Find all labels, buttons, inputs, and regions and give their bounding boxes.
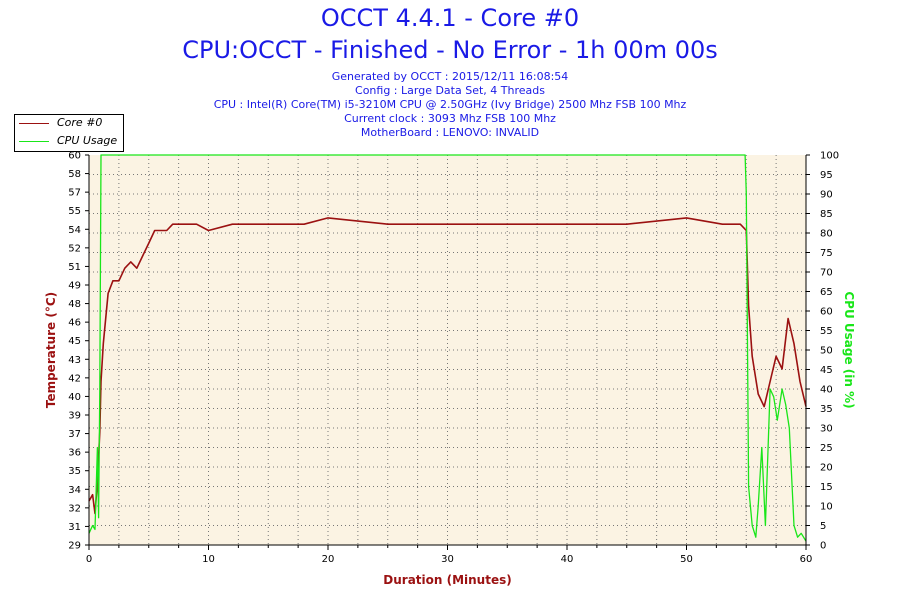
- y-tick-label: 46: [68, 318, 81, 329]
- x-tick-label: 50: [680, 554, 693, 565]
- y-tick-label: 55: [68, 206, 81, 217]
- y-tick-label: 36: [68, 448, 81, 459]
- y-tick-label: 29: [68, 541, 81, 552]
- y2-tick-label: 55: [820, 326, 833, 337]
- x-tick-label: 10: [202, 554, 215, 565]
- x-tick-label: 30: [441, 554, 454, 565]
- y-tick-label: 60: [68, 151, 81, 162]
- legend-swatch-cpu-usage: [19, 141, 49, 142]
- y2-tick-label: 100: [820, 151, 839, 162]
- info-generated: Generated by OCCT : 2015/12/11 16:08:54: [331, 70, 569, 83]
- y-tick-label: 57: [68, 188, 81, 199]
- y2-tick-label: 85: [820, 209, 833, 220]
- y2-tick-label: 0: [820, 541, 826, 552]
- y2-tick-label: 30: [820, 424, 833, 435]
- legend-label-core0: Core #0: [57, 116, 103, 129]
- info-config: Config : Large Data Set, 4 Threads: [355, 84, 545, 97]
- y-tick-label: 49: [68, 281, 81, 292]
- y2-tick-label: 25: [820, 443, 833, 454]
- info-cpu: CPU : Intel(R) Core(TM) i5-3210M CPU @ 2…: [213, 98, 687, 111]
- y2-tick-label: 60: [820, 307, 833, 318]
- info-motherboard: MotherBoard : LENOVO: INVALID: [360, 126, 540, 139]
- y2-tick-label: 45: [820, 365, 833, 376]
- legend: Core #0 CPU Usage: [14, 114, 124, 152]
- y-tick-label: 31: [68, 522, 81, 533]
- x-tick-label: 0: [86, 554, 92, 565]
- y-tick-label: 58: [68, 169, 81, 180]
- y2-tick-label: 80: [820, 229, 833, 240]
- x-tick-label: 60: [800, 554, 813, 565]
- y2-tick-label: 65: [820, 287, 833, 298]
- y2-axis-label: CPU Usage (in %): [842, 291, 856, 408]
- info-clock: Current clock : 3093 Mhz FSB 100 Mhz: [344, 112, 556, 125]
- y2-tick-label: 35: [820, 404, 833, 415]
- y-tick-label: 54: [68, 225, 81, 236]
- plot-area: [89, 155, 806, 545]
- series-line-cpu-usage: [88, 154, 807, 542]
- legend-label-cpu-usage: CPU Usage: [57, 134, 118, 147]
- y-tick-label: 45: [68, 336, 81, 347]
- x-tick-label: 20: [322, 554, 335, 565]
- y-tick-label: 48: [68, 299, 81, 310]
- x-axis-label: Duration (Minutes): [383, 573, 511, 587]
- legend-swatch-core0: [19, 123, 49, 124]
- y-tick-label: 43: [68, 355, 81, 366]
- y2-tick-label: 50: [820, 346, 833, 357]
- y-tick-label: 52: [68, 243, 81, 254]
- y-tick-label: 39: [68, 411, 81, 422]
- y-tick-label: 32: [68, 503, 81, 514]
- y2-tick-label: 40: [820, 385, 833, 396]
- series-line-core0: [88, 217, 807, 515]
- y2-tick-label: 10: [820, 502, 833, 513]
- y2-tick-label: 20: [820, 463, 833, 474]
- y-tick-label: 35: [68, 466, 81, 477]
- y2-tick-label: 95: [820, 170, 833, 181]
- y-tick-label: 34: [68, 485, 81, 496]
- y2-tick-label: 5: [820, 521, 826, 532]
- y-axis-label: Temperature (°C): [44, 292, 58, 408]
- y2-tick-label: 15: [820, 482, 833, 493]
- y-tick-label: 42: [68, 373, 81, 384]
- x-tick-label: 40: [561, 554, 574, 565]
- y2-tick-label: 75: [820, 248, 833, 259]
- y2-tick-label: 90: [820, 190, 833, 201]
- y-tick-label: 37: [68, 429, 81, 440]
- chart-subtitle: CPU:OCCT - Finished - No Error - 1h 00m …: [182, 36, 718, 64]
- chart-title: OCCT 4.4.1 - Core #0: [320, 4, 580, 32]
- y2-tick-label: 70: [820, 268, 833, 279]
- y-tick-label: 40: [68, 392, 81, 403]
- y-tick-label: 51: [68, 262, 81, 273]
